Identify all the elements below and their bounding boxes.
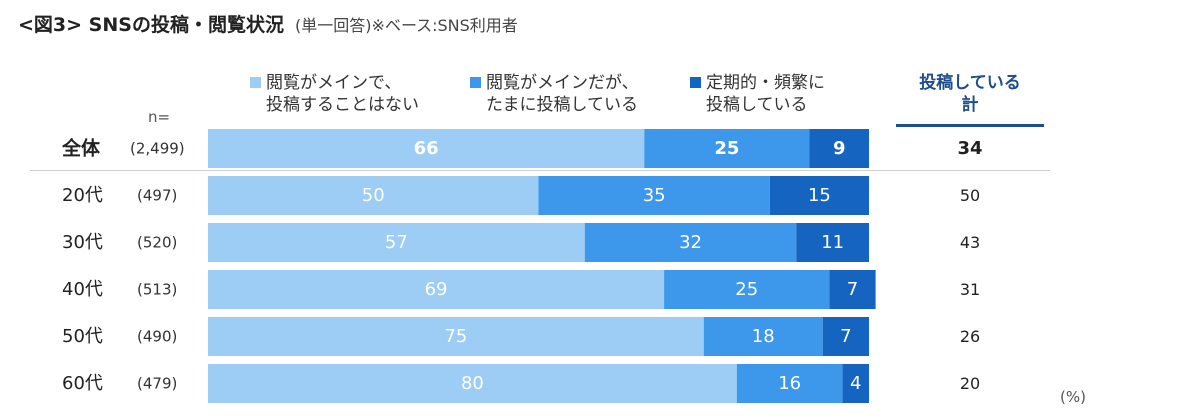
bar-segment — [208, 317, 704, 356]
chart-subtitle: (単一回答)※ベース:SNS利用者 — [295, 16, 518, 35]
legend-swatch-browse-main-post — [470, 77, 481, 88]
bar-value-label: 7 — [840, 326, 851, 347]
legend-swatch-regular-post — [690, 77, 701, 88]
sample-size-label: (2,499) — [130, 140, 185, 158]
legend-label-regular-post: 定期的・頻繁に 投稿している — [706, 73, 825, 115]
bar-value-label: 32 — [679, 232, 702, 253]
sample-size-label: (497) — [137, 187, 177, 205]
sample-size-label: (479) — [137, 375, 177, 393]
total-value-label: 26 — [960, 327, 980, 346]
bar-segment — [796, 223, 869, 262]
bar-value-label: 66 — [414, 138, 439, 159]
total-value-label: 20 — [960, 374, 980, 393]
total-value-label: 50 — [960, 186, 980, 205]
bar-segment — [208, 129, 645, 168]
title-block: <図3> SNSの投稿・閲覧状況 (単一回答)※ベース:SNS利用者 — [18, 10, 518, 37]
bar-segment — [208, 176, 539, 215]
bar-segment — [664, 270, 830, 309]
legend-label-browse-main-post: 閲覧がメインだが、 たまに投稿している — [486, 73, 639, 115]
bar-segment — [644, 129, 810, 168]
category-label: 30代 — [62, 232, 103, 253]
bar-value-label: 4 — [850, 373, 861, 394]
bar-value-label: 50 — [362, 185, 385, 206]
bar-segment — [736, 364, 843, 403]
bar-segment — [822, 317, 869, 356]
bar-segment — [538, 176, 770, 215]
bar-value-label: 57 — [385, 232, 408, 253]
bar-value-label: 9 — [833, 138, 846, 159]
category-label: 全体 — [61, 137, 101, 160]
n-label: n= — [148, 108, 171, 126]
category-label: 60代 — [62, 373, 103, 394]
bar-segment — [809, 129, 869, 168]
bar-value-label: 16 — [778, 373, 801, 394]
sample-size-label: (520) — [137, 234, 177, 252]
bar-segment — [703, 317, 823, 356]
sample-size-label: (490) — [137, 328, 177, 346]
legend-label-browse-only: 閲覧がメインで、 投稿することはない — [266, 73, 419, 115]
bar-value-label: 11 — [821, 232, 844, 253]
sample-size-label: (513) — [137, 281, 177, 299]
bar-value-label: 7 — [847, 279, 858, 300]
bar-value-label: 15 — [808, 185, 831, 206]
unit-label: (%) — [1060, 388, 1086, 406]
bar-value-label: 35 — [643, 185, 666, 206]
category-label: 50代 — [62, 326, 103, 347]
bar-value-label: 69 — [425, 279, 448, 300]
chart-title: <図3> SNSの投稿・閲覧状況 — [18, 14, 284, 36]
bar-segment — [842, 364, 869, 403]
bar-segment — [829, 270, 876, 309]
bar-value-label: 75 — [444, 326, 467, 347]
total-value-label: 31 — [960, 280, 980, 299]
bar-value-label: 80 — [461, 373, 484, 394]
bar-value-label: 25 — [714, 138, 739, 159]
bar-value-label: 18 — [752, 326, 775, 347]
bar-segment — [584, 223, 797, 262]
legend-swatch-browse-only — [250, 77, 261, 88]
category-label: 20代 — [62, 185, 103, 206]
bar-segment — [208, 270, 665, 309]
bar-segment — [208, 223, 585, 262]
total-value-label: 34 — [957, 138, 982, 159]
bar-segment — [769, 176, 869, 215]
overall-separator-line — [30, 170, 1050, 171]
bar-segment — [208, 364, 737, 403]
total-column-header: 投稿している 計 — [919, 73, 1021, 115]
category-label: 40代 — [62, 279, 103, 300]
total-value-label: 43 — [960, 233, 980, 252]
bar-value-label: 25 — [735, 279, 758, 300]
total-header-underline — [896, 124, 1044, 127]
